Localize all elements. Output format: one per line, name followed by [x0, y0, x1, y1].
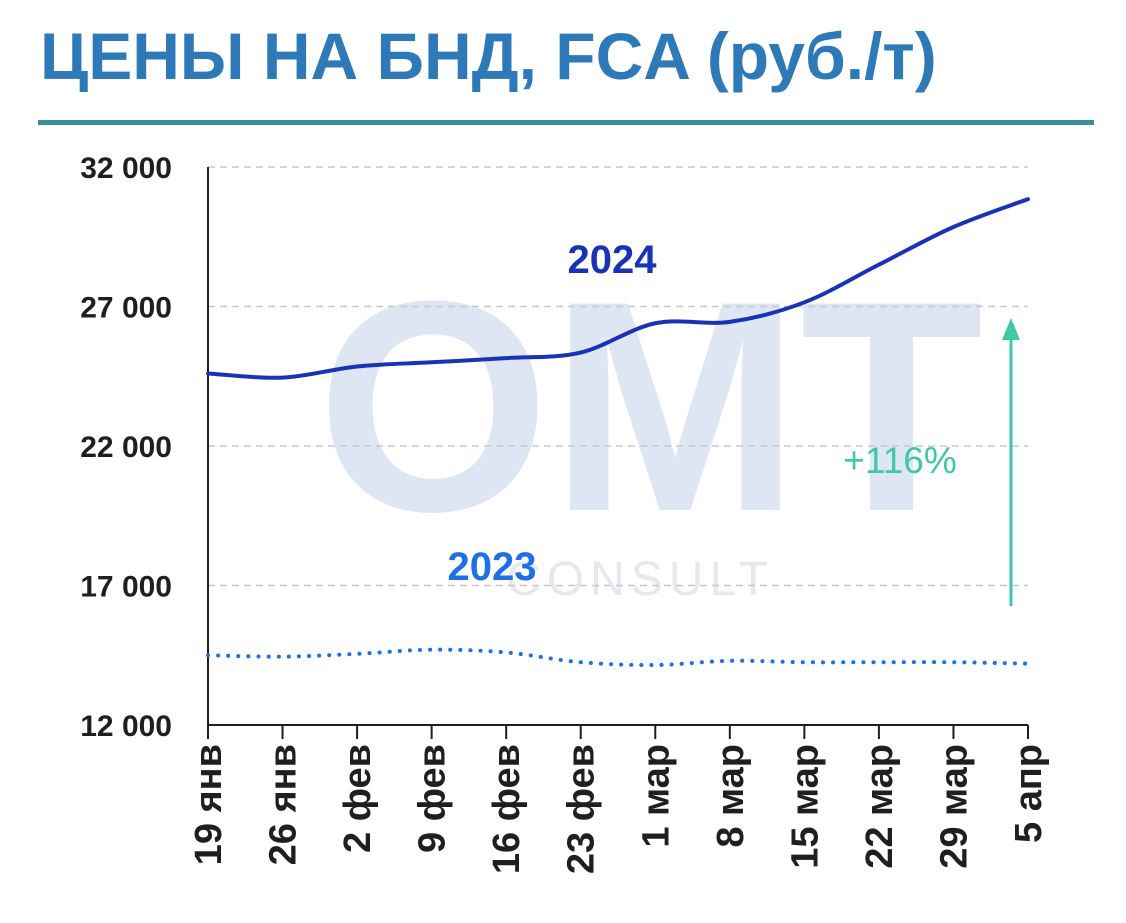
- x-tick-label: 23 фев: [561, 744, 603, 874]
- x-tick-label: 29 мар: [933, 744, 975, 869]
- y-tick-label: 22 000: [80, 431, 172, 464]
- title-underline: [38, 120, 1094, 125]
- x-tick-label: 19 янв: [188, 744, 230, 865]
- tick-labels: 12 000 17 000 22 000 27 000 32 000 19 янв 26 я…: [80, 152, 1050, 874]
- x-tick-label: 22 мар: [859, 744, 901, 869]
- series: [206, 197, 1030, 668]
- arrow-head-icon: [1002, 318, 1020, 340]
- y-tick-label: 12 000: [80, 710, 172, 743]
- series-line-2023: [206, 647, 1030, 668]
- gridlines: [208, 166, 1028, 587]
- y-tick-label: 32 000: [80, 152, 172, 185]
- x-tick-label: 2 фев: [337, 744, 379, 853]
- x-tick-label: 15 мар: [784, 744, 826, 869]
- chart-title: ЦЕНЫ НА БНД, FCA (руб./т): [40, 19, 937, 93]
- series-label-2023: 2023: [448, 545, 537, 589]
- y-tick-label: 17 000: [80, 571, 172, 604]
- x-tick-label: 26 янв: [263, 744, 305, 865]
- x-tick-label: 16 фев: [486, 744, 528, 874]
- watermark-logo: OMT: [317, 238, 984, 574]
- watermark: OMT CONSULT: [317, 238, 984, 606]
- annotations: 2024 2023 +116%: [448, 238, 1020, 606]
- axes: [207, 167, 1029, 739]
- x-tick-label: 1 мар: [635, 744, 677, 848]
- x-tick-label: 8 мар: [710, 744, 752, 848]
- growth-annotation: +116%: [843, 440, 957, 481]
- x-tick-label: 5 апр: [1008, 744, 1050, 843]
- series-label-2024: 2024: [568, 238, 658, 282]
- y-tick-label: 27 000: [80, 292, 172, 325]
- watermark-subtext: CONSULT: [506, 553, 774, 606]
- x-tick-label: 9 фев: [412, 744, 454, 853]
- series-line-2024: [206, 197, 1030, 380]
